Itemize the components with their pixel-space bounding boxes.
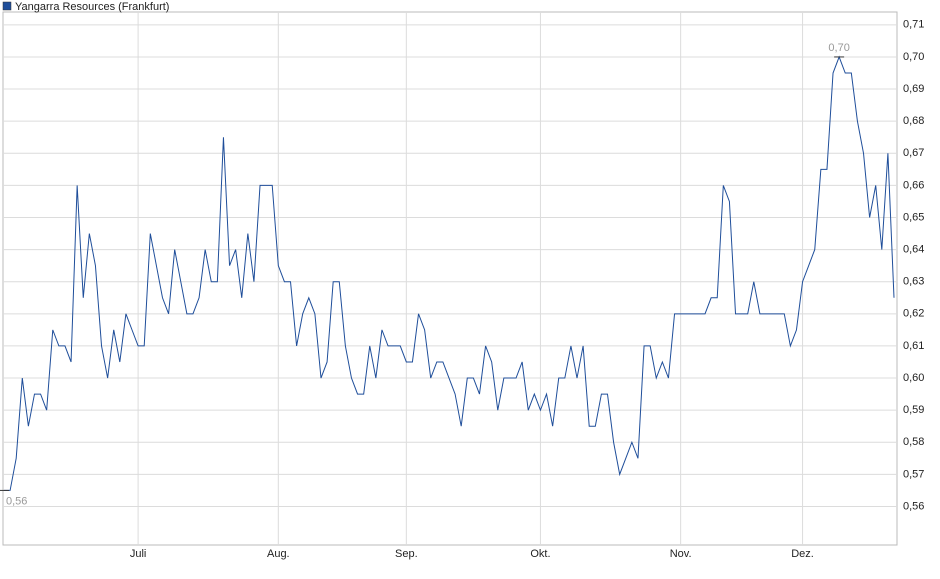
y-tick-label: 0,66	[903, 179, 924, 191]
y-tick-label: 0,71	[903, 19, 924, 31]
y-tick-label: 0,60	[903, 372, 924, 384]
y-tick-label: 0,65	[903, 211, 924, 223]
x-tick-label: Juli	[130, 548, 147, 560]
y-tick-label: 0,63	[903, 276, 924, 288]
y-tick-label: 0,56	[903, 500, 924, 512]
value-label: 0,56	[6, 495, 27, 507]
price-line	[4, 55, 895, 491]
x-tick-label: Dez.	[791, 548, 814, 560]
plot-area	[2, 11, 898, 546]
y-tick-label: 0,61	[903, 340, 924, 352]
y-tick-label: 0,58	[903, 436, 924, 448]
y-tick-label: 0,62	[903, 308, 924, 320]
y-tick-label: 0,67	[903, 147, 924, 159]
y-tick-label: 0,68	[903, 115, 924, 127]
legend-swatch	[2, 1, 12, 11]
x-tick-label: Sep.	[395, 548, 418, 560]
value-label: 0,70	[828, 42, 849, 54]
x-tick-label: Nov.	[670, 548, 692, 560]
x-tick-label: Okt.	[530, 548, 550, 560]
legend-label: Yangarra Resources (Frankfurt)	[15, 1, 169, 13]
y-tick-label: 0,57	[903, 468, 924, 480]
x-tick-label: Aug.	[267, 548, 290, 560]
y-tick-label: 0,59	[903, 404, 924, 416]
y-tick-label: 0,64	[903, 244, 924, 256]
y-tick-label: 0,70	[903, 51, 924, 63]
y-tick-label: 0,69	[903, 83, 924, 95]
